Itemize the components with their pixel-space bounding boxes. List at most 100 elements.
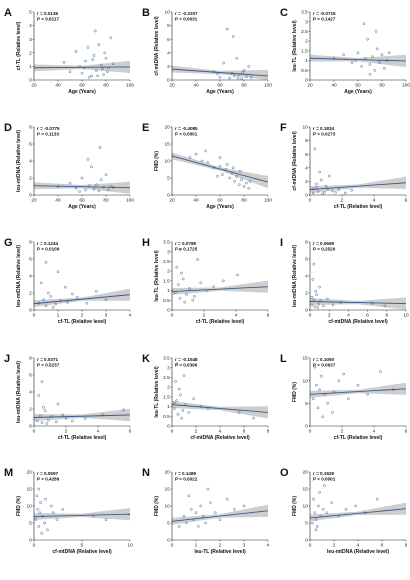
scatter-point [325, 297, 329, 301]
scatter-point [122, 408, 125, 412]
scatter-point [177, 283, 180, 287]
scatter-point [93, 29, 97, 33]
scatter-point [95, 289, 98, 293]
scatter-point [310, 295, 314, 299]
x-tick-label: 60 [79, 83, 85, 89]
scatter-point [74, 50, 78, 53]
scatter-point [216, 174, 219, 178]
scatter-point [109, 36, 113, 40]
scatter-point [193, 295, 196, 298]
scatter-point [342, 372, 345, 376]
y-axis-label: FMD (%) [16, 496, 22, 516]
scatter-point [36, 508, 40, 511]
panel-label-J: J [4, 353, 10, 365]
scatter-point [56, 270, 60, 274]
scatter-point [199, 504, 203, 508]
x-tick-label: 10 [403, 313, 409, 319]
scatter-point [225, 27, 229, 31]
x-tick-label: 4 [373, 198, 376, 204]
scatter-point [228, 176, 231, 180]
y-axis-label: leu-mtDNA (Relative level) [292, 245, 298, 307]
scatter-point [44, 261, 48, 264]
scatter-point [192, 397, 195, 401]
y-tick-label: 0 [29, 193, 32, 199]
y-tick-label: 10 [26, 504, 32, 510]
panel-K: K 0 0.5 1 1.5 2 2.5 3 3.5 0 2 4 6 8 cf-mtDNA (Relative… [142, 353, 270, 441]
scatter-point [327, 174, 331, 178]
panel-D: D 0 2 4 6 8 20 40 60 80 100 Age (Years) leu-mtDNA (R… [4, 122, 134, 210]
y-tick-label: 10 [164, 159, 170, 165]
scatter-point [201, 514, 205, 518]
panel-M: M 0 5 10 15 20 0 5 10 cf-mtDNA (Relative level) FM… [4, 467, 133, 555]
y-tick-label: 0.5 [163, 414, 170, 420]
panel-label-A: A [4, 7, 12, 19]
scatter-point [221, 173, 224, 176]
scatter-point [174, 379, 177, 383]
y-tick-label: 0 [167, 308, 170, 314]
y-tick-label: 3 [29, 37, 32, 43]
x-tick-label: 0 [171, 543, 174, 549]
x-tick-label: 100 [264, 83, 272, 89]
stat-r-value: r = 0.1929 [313, 471, 335, 476]
x-tick-label: 0 [33, 313, 36, 319]
x-tick-label: 8 [385, 313, 388, 319]
y-tick-label: 20 [302, 470, 308, 476]
scatter-point [231, 35, 235, 38]
scatter-point [371, 55, 374, 59]
y-tick-label: 15 [302, 487, 308, 493]
scatter-point [315, 293, 319, 297]
y-tick-label: 3 [167, 365, 170, 371]
scatter-point [312, 497, 315, 501]
scatter-point [66, 301, 69, 304]
y-axis-label: cf-mtDNA (Relative level) [292, 131, 298, 191]
y-tick-label: 3.5 [301, 10, 308, 16]
scatter-point [84, 59, 87, 63]
y-axis-label: leu-TL (Relative level) [154, 250, 160, 302]
y-tick-label: 10 [302, 378, 308, 384]
scatter-point [90, 74, 93, 78]
x-axis-label: Age (Years) [68, 89, 96, 95]
y-tick-label: 4 [29, 23, 32, 29]
x-tick-label: 80 [103, 198, 109, 204]
scatter-point [37, 487, 41, 491]
y-tick-label: 0 [305, 193, 308, 199]
y-tick-label: 2 [167, 269, 170, 275]
stat-p-value: P = 0.0031 [175, 17, 198, 22]
scatter-point [347, 397, 350, 401]
scatter-point [206, 161, 210, 165]
scatter-point [40, 380, 44, 384]
scatter-point [313, 365, 317, 369]
y-tick-label: 0 [305, 308, 308, 314]
confidence-band [172, 152, 268, 189]
x-tick-label: 20 [31, 83, 37, 89]
scatter-point [342, 53, 345, 57]
x-tick-label: 4 [235, 313, 238, 319]
x-axis-label: cf-TL (Relative level) [58, 319, 107, 325]
scatter-point [95, 69, 98, 72]
y-axis-label: leu-TL (Relative level) [292, 20, 298, 72]
x-axis-label: cf-mtDNA (Relative level) [52, 549, 112, 555]
scatter-point [337, 188, 341, 191]
x-tick-label: 2 [219, 543, 222, 549]
stat-p-value: P = 0.0273 [313, 132, 336, 137]
scatter-point [311, 278, 315, 281]
stat-r-value: r = 0.1489 [175, 471, 197, 476]
scatter-point [233, 180, 236, 183]
scatter-point [62, 60, 66, 64]
x-tick-label: 1 [195, 543, 198, 549]
scatter-point [316, 406, 320, 410]
panel-O: O 0 5 10 15 20 0 2 4 6 8 leu-mtDNA (Relative level)… [280, 467, 408, 555]
scatter-point [331, 411, 334, 414]
panel-C: C 0 0.5 1 1.5 2 2.5 3 3.5 20 40 60 80 100 Age (Years) l… [280, 7, 410, 95]
panel-I: I 0 2 4 6 8 0 2 4 6 8 10 cf-mtDNA (Relative level) le… [280, 237, 409, 325]
x-tick-label: 4 [129, 313, 132, 319]
scatter-point [35, 419, 39, 423]
y-tick-label: 15 [302, 356, 308, 362]
scatter-point [37, 525, 41, 528]
y-tick-label: 2 [29, 407, 32, 413]
scatter-point [47, 291, 50, 295]
confidence-band [34, 181, 130, 194]
y-tick-label: 0 [167, 538, 170, 544]
x-tick-label: 8 [267, 429, 270, 435]
scatter-point [40, 421, 44, 424]
